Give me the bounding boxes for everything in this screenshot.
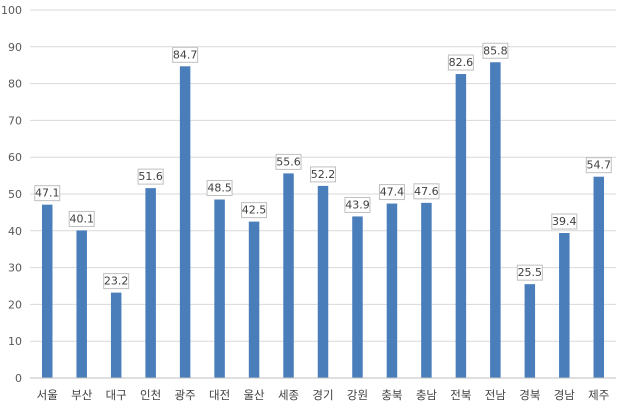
y-tick-label: 0 <box>15 372 22 385</box>
data-label: 47.1 <box>35 187 60 200</box>
x-tick-label: 울산 <box>243 388 265 402</box>
data-label: 54.7 <box>587 159 612 172</box>
data-label: 48.5 <box>207 182 232 195</box>
y-tick-label: 70 <box>8 114 22 127</box>
x-tick-label: 충북 <box>381 388 402 402</box>
y-tick-label: 40 <box>8 225 22 238</box>
bar <box>352 216 363 378</box>
y-tick-label: 30 <box>8 262 22 275</box>
y-tick-label: 90 <box>8 41 22 54</box>
bar <box>559 233 570 378</box>
bars <box>41 62 605 379</box>
data-label: 55.6 <box>276 155 301 168</box>
data-label: 51.6 <box>138 170 163 183</box>
data-label-box <box>310 166 336 183</box>
data-label: 84.7 <box>173 48 198 61</box>
bar <box>179 66 191 378</box>
y-tick-label: 60 <box>8 151 22 164</box>
x-tick-label: 인천 <box>140 388 161 402</box>
data-label-box <box>68 210 95 227</box>
data-label: 42.5 <box>242 204 267 217</box>
x-tick-label: 경북 <box>519 388 540 402</box>
x-tick-label: 부산 <box>71 388 93 402</box>
bar <box>41 204 53 378</box>
bar <box>110 292 122 378</box>
x-tick-label: 광주 <box>175 388 196 402</box>
y-tick-label: 20 <box>8 298 22 311</box>
y-tick-label: 100 <box>1 4 22 17</box>
x-tick-label: 제주 <box>588 388 609 402</box>
data-label: 47.6 <box>414 185 439 198</box>
bar <box>593 176 605 378</box>
data-label: 82.6 <box>449 56 474 69</box>
data-label-box <box>241 202 268 219</box>
data-label: 47.4 <box>380 186 405 199</box>
x-axis-categories: 서울 부산 대구 인천 광주 대전 울산 세종 경기 강원 충북 충남 전북 전남 경북 경남 제주 <box>37 388 610 402</box>
x-tick-label: 경기 <box>312 388 333 402</box>
bar <box>455 74 467 379</box>
x-tick-label: 전남 <box>485 388 507 402</box>
bar <box>421 202 432 378</box>
data-label-box <box>103 273 130 290</box>
bar <box>145 188 156 378</box>
bar <box>490 62 501 378</box>
bar <box>248 221 260 378</box>
data-label-box <box>413 183 440 200</box>
y-tick-label: 50 <box>8 188 22 201</box>
x-tick-label: 서울 <box>37 388 58 402</box>
x-tick-label: 대구 <box>106 388 127 402</box>
bar <box>283 173 294 378</box>
bar <box>214 199 225 378</box>
data-label-box <box>206 180 233 197</box>
x-tick-label: 대전 <box>209 388 230 402</box>
x-tick-label: 세종 <box>278 388 299 402</box>
x-tick-label: 충남 <box>416 388 438 402</box>
data-label-box <box>447 54 474 71</box>
data-label: 23.2 <box>104 275 129 288</box>
data-label: 25.5 <box>518 266 543 279</box>
data-label-box <box>585 157 612 174</box>
data-label-box <box>516 264 543 281</box>
data-label-box <box>378 184 405 201</box>
y-tick-label: 80 <box>8 78 22 91</box>
data-label-box <box>344 196 371 213</box>
data-label: 40.1 <box>69 212 94 225</box>
data-label: 85.8 <box>483 44 508 57</box>
bar <box>386 203 398 378</box>
x-tick-label: 경남 <box>554 388 576 402</box>
data-label: 43.9 <box>345 198 370 211</box>
y-tick-label: 10 <box>8 335 22 348</box>
bar <box>76 230 87 378</box>
x-tick-label: 강원 <box>347 388 368 402</box>
bar <box>317 185 329 378</box>
bar <box>524 284 536 378</box>
data-label-box <box>172 46 199 63</box>
data-label-box <box>275 153 302 170</box>
data-label-box <box>34 185 61 202</box>
y-axis-ticks: 0 10 20 30 40 50 60 70 80 90 100 <box>1 4 22 385</box>
data-label-box <box>137 168 164 185</box>
data-label-box <box>551 213 578 230</box>
data-label-box <box>482 42 509 59</box>
data-labels: 47.1 40.1 23.2 51.6 84.7 48.5 42.5 55.6 52.2 43.9… <box>34 42 612 290</box>
x-tick-label: 전북 <box>450 388 471 402</box>
data-label: 52.2 <box>311 168 336 181</box>
data-label: 39.4 <box>552 215 577 228</box>
